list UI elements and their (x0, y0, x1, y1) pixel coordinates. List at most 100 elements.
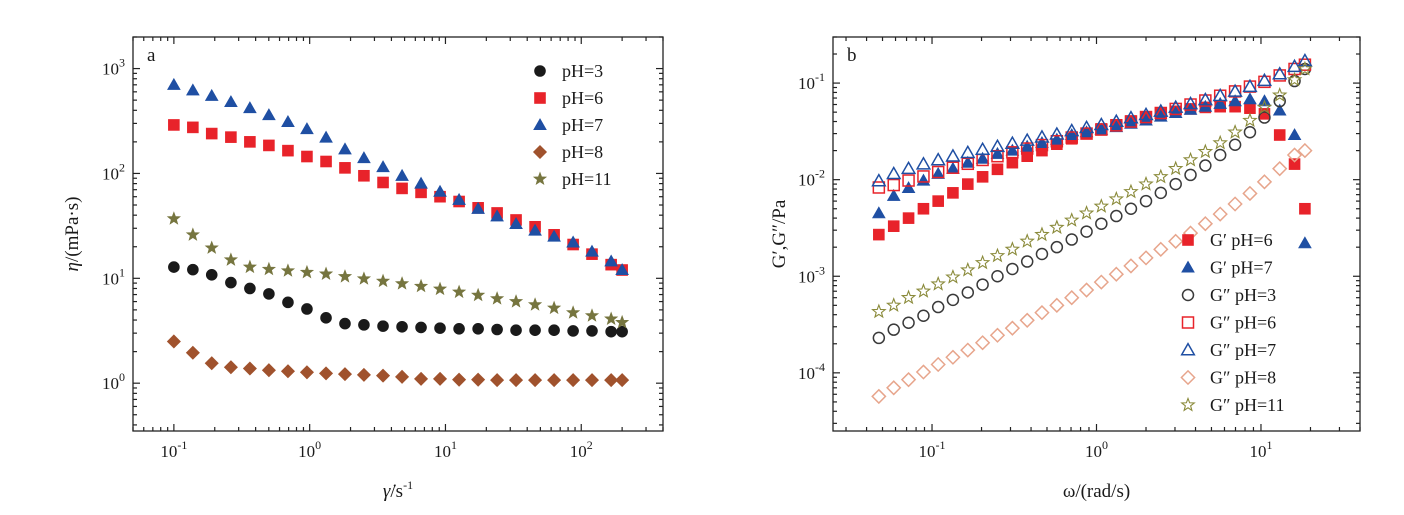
data-point (1258, 111, 1271, 124)
data-point (902, 212, 915, 224)
data-point (931, 166, 946, 179)
data-point (1004, 135, 1020, 149)
data-point (871, 303, 887, 319)
data-point (337, 269, 353, 283)
data-point (510, 324, 522, 337)
data-point (604, 311, 619, 325)
data-point (605, 325, 617, 338)
data-point (224, 95, 238, 108)
data-point (1271, 86, 1288, 102)
data-point (1243, 125, 1257, 139)
data-point (1242, 185, 1258, 202)
data-point (1272, 66, 1288, 80)
data-point (917, 170, 930, 183)
data-point (1297, 52, 1313, 67)
data-point (1212, 87, 1228, 102)
data-point (1272, 103, 1287, 116)
data-point (1034, 304, 1050, 321)
data-point (356, 367, 371, 382)
data-point (1095, 217, 1108, 230)
data-point (1273, 94, 1286, 108)
legend-label: pH=3 (562, 61, 603, 81)
data-point (243, 101, 257, 114)
data-point (615, 373, 630, 388)
data-point (413, 278, 429, 293)
data-point (1123, 183, 1139, 199)
data-point (547, 229, 561, 242)
data-point (1288, 74, 1301, 88)
data-point (547, 373, 562, 388)
data-point (961, 178, 974, 190)
data-point (604, 373, 619, 388)
data-point (186, 83, 200, 96)
data-markers (871, 52, 1313, 405)
data-point (1286, 147, 1303, 163)
data-point (377, 176, 389, 189)
data-point (319, 366, 334, 381)
legend-marker (1181, 260, 1195, 273)
data-point (946, 293, 960, 307)
data-point (528, 223, 542, 236)
data-point (299, 365, 314, 380)
data-point (358, 169, 370, 182)
x-tick-label: 100 (1085, 438, 1108, 461)
x-tick-label: 10-1 (919, 438, 946, 461)
legend-label: G″ pH=8 (1210, 368, 1276, 388)
data-point (396, 182, 408, 195)
data-point (299, 264, 315, 279)
data-point (376, 160, 390, 173)
data-point (282, 144, 294, 157)
data-point (205, 269, 218, 281)
data-point (396, 320, 408, 333)
data-point (900, 289, 917, 305)
data-point (223, 252, 238, 266)
data-point (166, 211, 181, 225)
data-point (529, 324, 541, 337)
series-3 (166, 334, 630, 388)
data-point (1020, 142, 1034, 155)
data-point (339, 317, 351, 330)
data-point (281, 114, 295, 127)
data-point (902, 316, 915, 330)
data-point (242, 259, 257, 274)
data-point (337, 367, 353, 382)
data-point (974, 141, 991, 156)
data-point (932, 195, 944, 207)
data-point (616, 325, 628, 338)
data-point (887, 178, 900, 192)
data-point (915, 283, 932, 298)
data-point (1256, 99, 1273, 115)
data-point (902, 174, 915, 187)
data-markers (166, 77, 630, 388)
legend: pH=3 pH=6 pH=7 pH=8 pH=11 (532, 61, 611, 189)
x-tick-label: 10-1 (160, 438, 187, 461)
data-point (1078, 282, 1095, 298)
data-point (917, 309, 930, 323)
data-point (261, 363, 276, 378)
data-point (946, 161, 960, 174)
data-point (185, 227, 200, 241)
data-point (960, 155, 975, 168)
data-point (604, 254, 618, 267)
legend-marker (532, 144, 548, 160)
data-point (1197, 92, 1213, 106)
data-point (1242, 112, 1258, 128)
data-point (1182, 151, 1199, 167)
data-point (585, 244, 599, 257)
data-point (1228, 94, 1242, 107)
data-point (1153, 168, 1169, 184)
chart-panel-a: 10-1 100 101 102 100 101 102 103 a γ̇/s-1 η/(mPa·s… (62, 36, 664, 502)
data-point (1093, 198, 1110, 213)
data-point (931, 300, 945, 314)
data-point (1153, 103, 1169, 117)
data-point (300, 122, 314, 135)
data-point (376, 368, 391, 383)
data-point (452, 192, 466, 205)
data-point (415, 321, 427, 334)
data-point (1005, 143, 1020, 156)
legend-label: G″ pH=11 (1210, 395, 1284, 415)
data-point (339, 162, 351, 174)
data-point (1212, 206, 1228, 222)
legend-marker (1181, 316, 1195, 329)
data-point (584, 373, 600, 388)
